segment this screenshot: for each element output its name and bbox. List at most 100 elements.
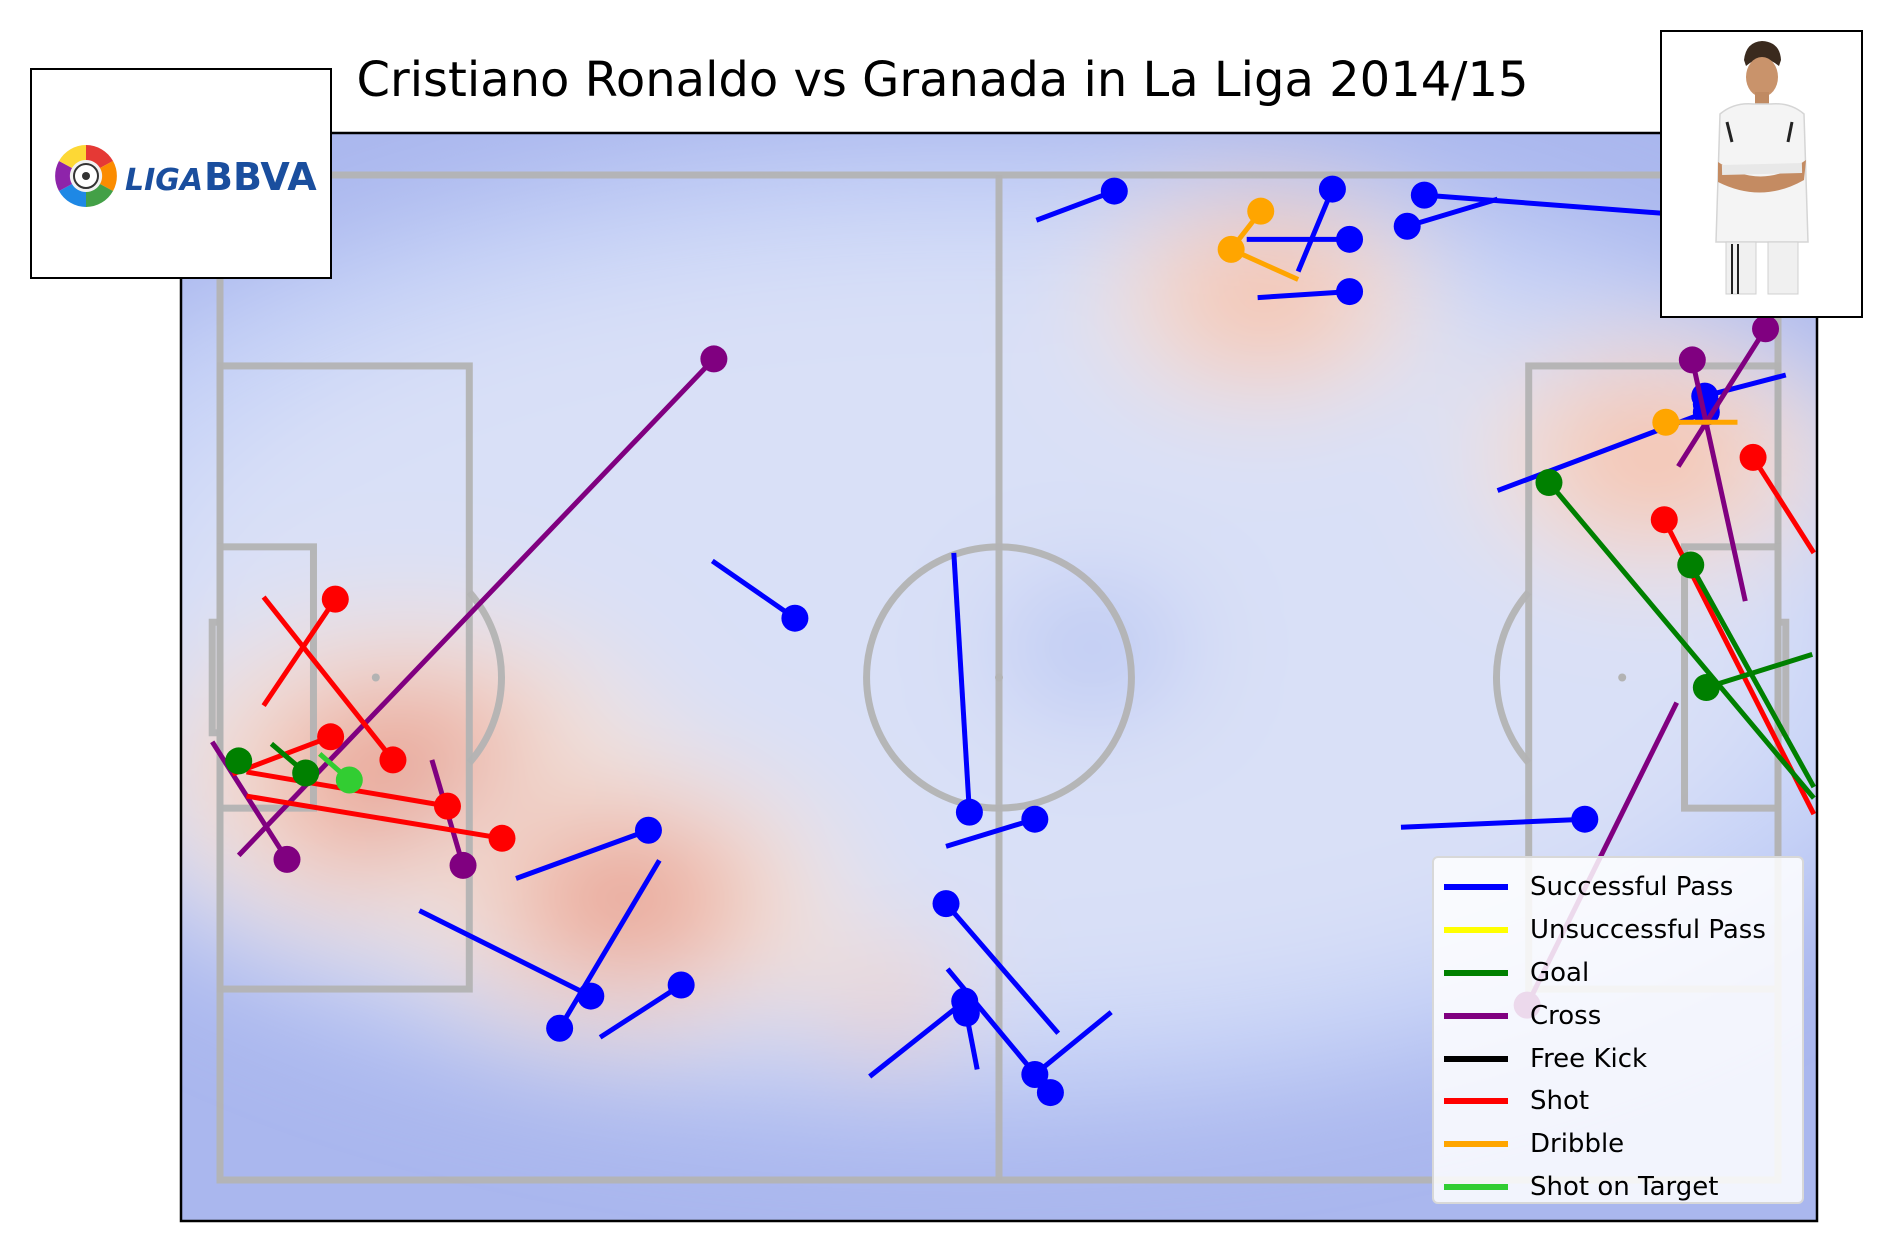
event-point (781, 604, 809, 632)
chart-title: Cristiano Ronaldo vs Granada in La Liga … (356, 52, 1529, 108)
legend-swatch (1444, 1055, 1508, 1062)
event-goal (1535, 469, 1816, 800)
event-shot-on-target (318, 752, 363, 794)
event-line (945, 816, 1036, 849)
legend-item: Shot (1444, 1080, 1792, 1123)
centre-spot (995, 673, 1003, 682)
event-point (955, 798, 983, 826)
event-pass (1257, 278, 1364, 306)
event-shot (261, 595, 407, 774)
event-point (1318, 175, 1346, 203)
event-line (1688, 563, 1817, 789)
event-shot (246, 793, 516, 852)
event-pass (951, 552, 983, 826)
legend-item: Successful Pass (1444, 866, 1792, 909)
event-dribble (1217, 235, 1300, 282)
event-point (667, 971, 695, 999)
event-line (418, 908, 592, 999)
event-goal (1692, 651, 1814, 702)
left-penalty-arc (466, 589, 506, 766)
legend-swatch (1444, 1141, 1508, 1148)
player-photo (1660, 30, 1863, 318)
event-line (246, 793, 503, 841)
legend-label: Cross (1530, 1000, 1602, 1031)
event-point (1571, 805, 1599, 833)
event-line (1400, 816, 1585, 830)
event-point (1336, 278, 1364, 306)
event-line (868, 999, 967, 1079)
event-point (1036, 1079, 1064, 1107)
legend-item: Unsuccessful Pass (1444, 909, 1792, 952)
event-point (317, 723, 345, 751)
event-point (1410, 181, 1438, 209)
heatmap-peak (1577, 407, 1730, 506)
event-point (225, 747, 253, 775)
event-line (557, 859, 662, 1030)
event-line (1257, 289, 1350, 301)
legend-label: Shot (1530, 1086, 1590, 1117)
event-point (1336, 225, 1364, 253)
event-point (1650, 506, 1678, 534)
heatmap-peak (532, 838, 718, 959)
event-pass (598, 971, 695, 1040)
legend-item: Cross (1444, 994, 1792, 1037)
legend-label: Free Kick (1530, 1043, 1648, 1074)
event-line (515, 827, 650, 881)
event-point (1393, 212, 1421, 240)
event-point (1692, 674, 1720, 702)
event-pass (515, 816, 662, 881)
event-point (1677, 551, 1705, 579)
legend-swatch (1444, 884, 1508, 891)
event-point (932, 890, 960, 918)
heatmap-low (1001, 588, 1184, 707)
right-penalty-arc (1492, 589, 1532, 766)
legend-item: Shot on Target (1444, 1166, 1792, 1209)
legend-item: Goal (1444, 952, 1792, 995)
event-point (700, 345, 728, 373)
event-pass (932, 890, 1061, 1035)
event-point (1247, 197, 1275, 225)
event-line (710, 558, 797, 621)
event-point (1021, 805, 1049, 833)
event-pass (1246, 225, 1364, 253)
event-line (1035, 188, 1116, 223)
event-pass (546, 859, 662, 1042)
event-point (1652, 408, 1680, 436)
legend-swatch (1444, 927, 1508, 934)
event-line (1705, 651, 1814, 690)
event-pass (945, 805, 1049, 849)
league-logo-icon: LIGA BBVA (55, 145, 317, 207)
event-line (944, 901, 1061, 1035)
event-point (1535, 469, 1563, 497)
event-pass (1295, 175, 1346, 273)
event-line (1750, 456, 1816, 555)
event-goal (269, 741, 320, 787)
event-point (321, 585, 349, 613)
logo-text-liga: LIGA (125, 163, 203, 198)
event-goal (225, 747, 253, 775)
event-shot (261, 585, 349, 708)
legend-swatch (1444, 1098, 1508, 1105)
event-point (634, 816, 662, 844)
left-penalty-spot (371, 673, 380, 682)
league-logo: LIGA BBVA (30, 68, 332, 279)
event-point (1739, 443, 1767, 471)
legend-label: Shot on Target (1530, 1171, 1719, 1202)
event-line (945, 967, 1053, 1095)
legend-label: Successful Pass (1530, 872, 1734, 903)
event-point (488, 824, 516, 852)
event-point (546, 1014, 574, 1042)
event-dribble (1652, 408, 1738, 436)
chart-legend: Successful Pass Unsuccessful Pass Goal Cros… (1432, 856, 1804, 1204)
event-point (1217, 235, 1245, 263)
left-goal (208, 618, 224, 737)
event-line (1406, 196, 1499, 229)
event-pass (710, 558, 809, 632)
event-pass (1393, 196, 1499, 240)
event-line (1689, 359, 1748, 602)
right-penalty-spot (1618, 673, 1627, 682)
event-pass (1400, 805, 1599, 833)
event-line (261, 597, 338, 708)
event-point (1100, 177, 1128, 205)
